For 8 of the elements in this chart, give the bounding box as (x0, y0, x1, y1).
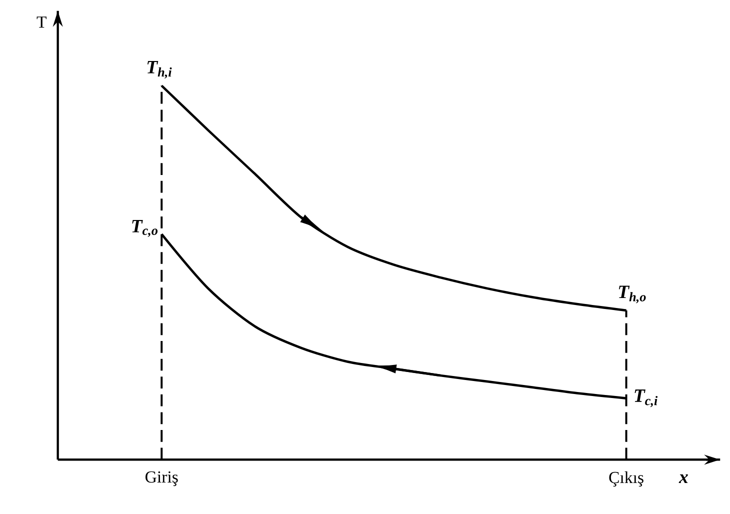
x-tick-label: Çıkış (609, 471, 644, 487)
annotation: T$_{c,o}$ (132, 220, 158, 237)
annotation: T$_{h,i}$ (147, 60, 172, 79)
annotation: T$_{h,o}$ (618, 286, 646, 304)
x-tick-label: Giriş (146, 471, 178, 486)
x-axis-title: x (678, 474, 688, 484)
annotation: T$_{c,i}$ (634, 390, 658, 408)
text: T (36, 16, 46, 28)
